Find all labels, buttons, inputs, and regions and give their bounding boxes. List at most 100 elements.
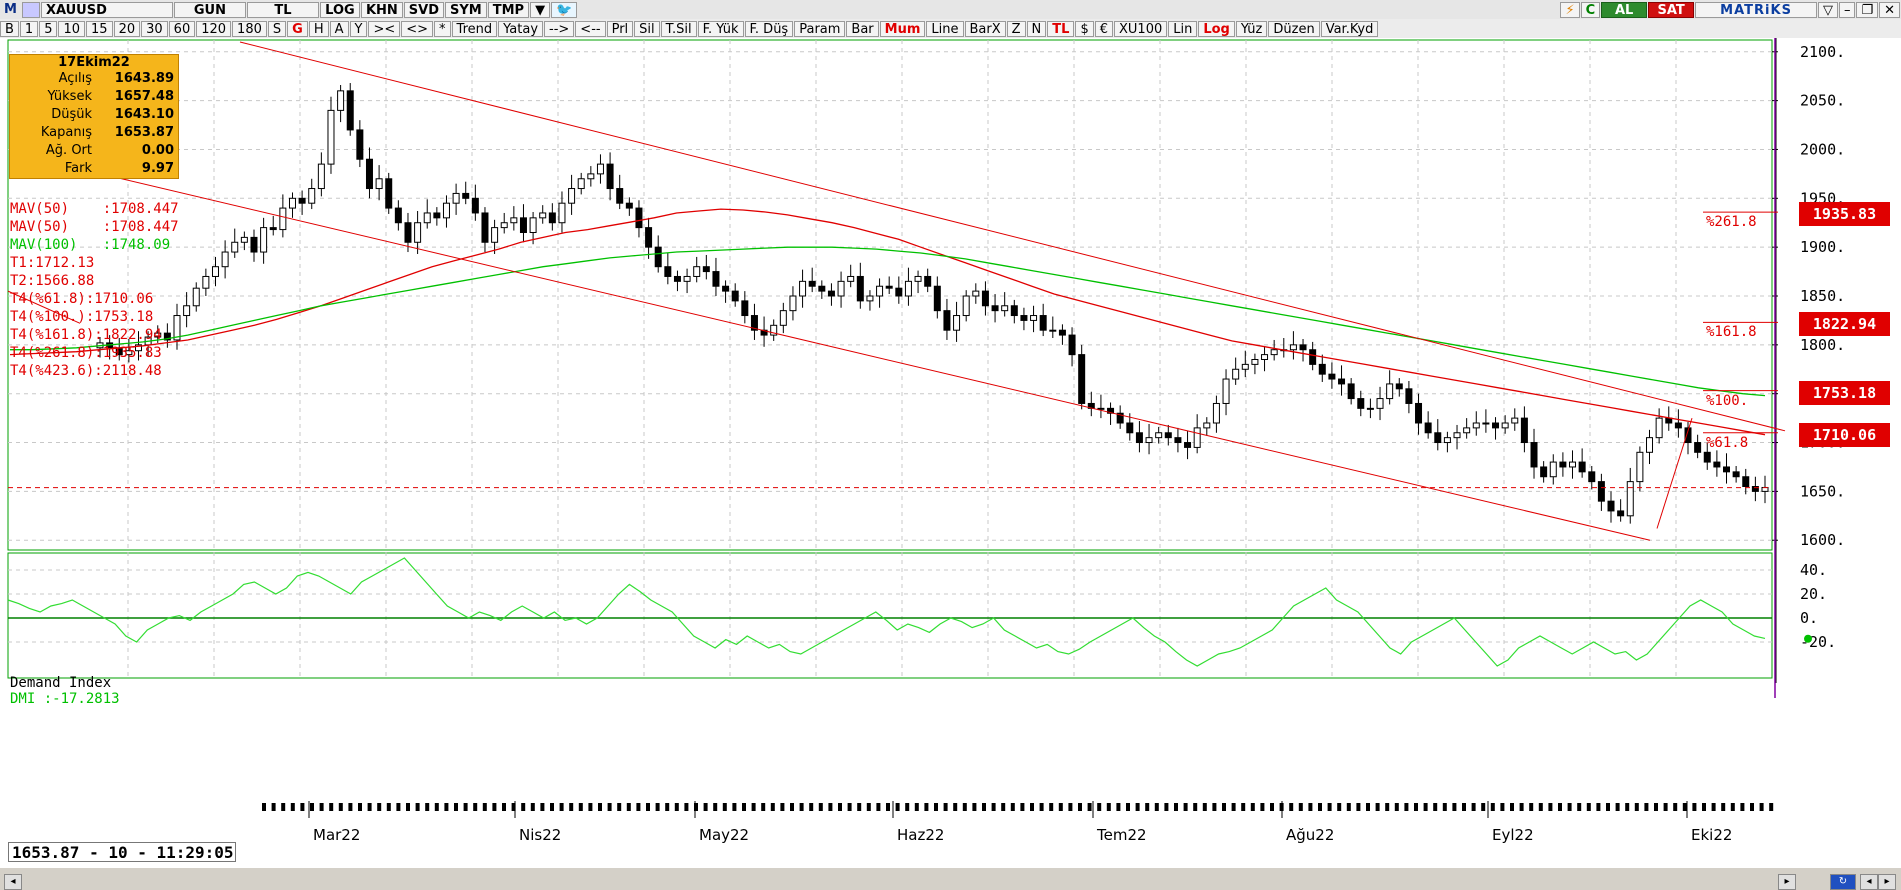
- toolbar2-item[interactable]: 20: [113, 20, 141, 37]
- toolbar2-item[interactable]: Y: [349, 20, 368, 37]
- candle-body: [962, 295, 970, 317]
- chart-area[interactable]: 2100.2050.2000.1950.1900.1850.1800.1750.…: [0, 38, 1901, 868]
- date-tick: [1068, 803, 1073, 811]
- period-field[interactable]: GUN: [173, 1, 246, 18]
- toolbar2-item[interactable]: F. Düş: [744, 20, 794, 37]
- toolbar2-item[interactable]: Log: [1198, 20, 1235, 37]
- candle-body: [1665, 417, 1673, 424]
- window-menu-icon[interactable]: ▽: [1817, 1, 1838, 18]
- toolbar2-item[interactable]: 5: [39, 20, 58, 37]
- candle-body: [183, 305, 191, 317]
- lightning-icon[interactable]: ⚡: [1560, 1, 1580, 18]
- toolbar2-item[interactable]: Z: [1006, 20, 1026, 37]
- toolbar2-item[interactable]: 1: [19, 20, 39, 37]
- dropdown-arrow-icon[interactable]: ▼: [530, 1, 551, 18]
- toolbar2-item[interactable]: 180: [232, 20, 267, 37]
- candle-body: [1251, 359, 1259, 365]
- toolbar2-item[interactable]: 120: [196, 20, 232, 37]
- toolbar2-item[interactable]: Prl: [606, 20, 634, 37]
- sell-button[interactable]: SAT: [1648, 1, 1695, 18]
- symbol-field[interactable]: XAUUSD: [40, 1, 173, 18]
- date-tick: [1596, 803, 1601, 811]
- candle-body: [442, 202, 450, 219]
- buy-button[interactable]: AL: [1601, 1, 1648, 18]
- refresh-chart-icon[interactable]: ↻: [1830, 874, 1856, 890]
- candle-body: [288, 197, 296, 209]
- toolbar2-item[interactable]: Yatay: [498, 20, 544, 37]
- toolbar2-item[interactable]: Line: [926, 20, 964, 37]
- currency-field[interactable]: TL: [246, 1, 319, 18]
- bottom-scroll-bar[interactable]: ◂ ▸ ↻ ◂ ▸: [0, 868, 1901, 890]
- khn-button[interactable]: KHN: [360, 1, 403, 18]
- toolbar2-item[interactable]: S: [267, 20, 287, 37]
- page-left-icon[interactable]: ◂: [1860, 874, 1878, 890]
- scroll-left-icon[interactable]: ◂: [4, 874, 22, 890]
- toolbar2-item[interactable]: Lin: [1168, 20, 1198, 37]
- candle-body: [1674, 422, 1682, 429]
- page-right-icon[interactable]: ▸: [1878, 874, 1896, 890]
- candle-body: [799, 280, 807, 297]
- toolbar2-item[interactable]: <--: [575, 20, 606, 37]
- close-icon[interactable]: ✕: [1879, 1, 1900, 18]
- toolbar2-item[interactable]: TL: [1047, 20, 1075, 37]
- toolbar2-item[interactable]: <>: [401, 20, 434, 37]
- dmi-tick-label: 0.: [1800, 609, 1818, 627]
- toolbar2-item[interactable]: 10: [58, 20, 86, 37]
- matriks-m-icon[interactable]: M: [4, 1, 17, 17]
- toolbar2-item[interactable]: Trend: [451, 20, 498, 37]
- toolbar2-item[interactable]: F. Yük: [697, 20, 744, 37]
- legend-entry: T4(%61.8):1710.06: [10, 291, 154, 307]
- candle-body: [625, 202, 633, 209]
- candle-body: [308, 188, 316, 204]
- date-tick: [415, 803, 420, 811]
- toolbar2-item[interactable]: BarX: [964, 20, 1006, 37]
- toolbar2-item[interactable]: 60: [168, 20, 196, 37]
- scroll-right-icon[interactable]: ▸: [1778, 874, 1796, 890]
- toolbar2-item[interactable]: *: [434, 20, 451, 37]
- toolbar2-item[interactable]: A: [329, 20, 349, 37]
- log-button[interactable]: LOG: [319, 1, 360, 18]
- toolbar2-item[interactable]: Bar: [846, 20, 879, 37]
- date-tick: [1260, 803, 1265, 811]
- toolbar2-item[interactable]: 30: [141, 20, 168, 37]
- toolbar2-item[interactable]: €: [1094, 20, 1113, 37]
- toolbar2-item[interactable]: Mum: [879, 20, 926, 37]
- candle-body: [953, 315, 961, 331]
- toolbar2-item[interactable]: N: [1026, 20, 1047, 37]
- twitter-bird-icon[interactable]: 🐦: [551, 1, 578, 18]
- tmp-button[interactable]: TMP: [487, 1, 530, 18]
- svd-button[interactable]: SVD: [403, 1, 444, 18]
- date-tick: [1577, 803, 1582, 811]
- candle-body: [1126, 422, 1134, 434]
- toolbar2-item[interactable]: Yüz: [1235, 20, 1268, 37]
- candle-body: [317, 163, 325, 190]
- toolbar2-item[interactable]: $: [1075, 20, 1094, 37]
- toolbar2-item[interactable]: XU100: [1114, 20, 1168, 37]
- toolbar2-item[interactable]: B: [0, 20, 19, 37]
- minimize-icon[interactable]: –: [1838, 1, 1856, 18]
- toolbar2-item[interactable]: H: [308, 20, 329, 37]
- chart-type-icon[interactable]: [21, 1, 40, 18]
- toolbar2-item[interactable]: 15: [86, 20, 113, 37]
- candle-body: [346, 90, 354, 131]
- toolbar2-item[interactable]: Param: [794, 20, 846, 37]
- price-chart-svg[interactable]: 2100.2050.2000.1950.1900.1850.1800.1750.…: [0, 38, 1901, 868]
- date-tick: [1750, 803, 1754, 811]
- toolbar2-item[interactable]: Sil: [634, 20, 660, 37]
- candle-body: [260, 227, 268, 253]
- refresh-icon[interactable]: C: [1580, 1, 1601, 18]
- toolbar2-item[interactable]: Düzen: [1268, 20, 1320, 37]
- toolbar2-item[interactable]: T.Sil: [660, 20, 697, 37]
- candle-body: [895, 287, 903, 297]
- toolbar2-item[interactable]: -->: [544, 20, 575, 37]
- date-tick: [1538, 803, 1543, 811]
- date-tick: [1423, 803, 1428, 811]
- sym-button[interactable]: SYM: [445, 1, 487, 18]
- date-tick: [626, 803, 631, 811]
- candle-body: [818, 285, 826, 292]
- toolbar2-item[interactable]: G: [287, 20, 308, 37]
- date-tick: [636, 803, 641, 811]
- toolbar2-item[interactable]: Var.Kyd: [1320, 20, 1379, 37]
- toolbar2-item[interactable]: ><: [368, 20, 401, 37]
- restore-icon[interactable]: ❐: [1856, 1, 1879, 18]
